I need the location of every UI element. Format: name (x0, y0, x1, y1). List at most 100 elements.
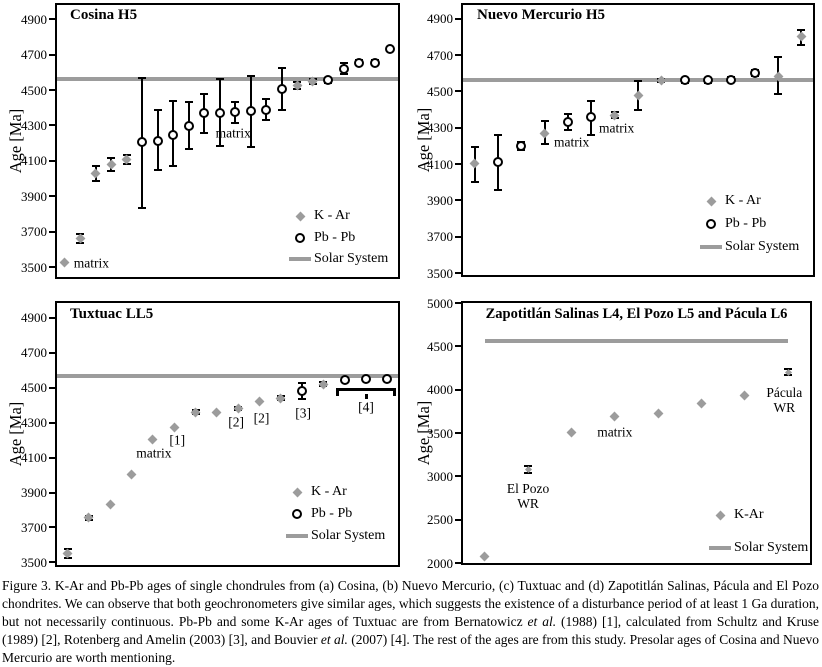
error-bar-cap (797, 28, 806, 31)
legend-pb-pb-marker (295, 232, 305, 243)
plot-border (461, 301, 812, 565)
y-axis-tick (455, 235, 461, 238)
group-bracket (335, 387, 397, 396)
y-axis-tick (455, 199, 461, 202)
legend-label: Pb - Pb (314, 229, 356, 245)
error-bar-cap (587, 100, 596, 103)
legend-label: K-Ar (734, 507, 764, 522)
error-bar-cap (91, 165, 100, 168)
caption-run: Figure 3. K-Ar and Pb-Pb ages of single … (2, 578, 819, 629)
pb-pb-point (703, 75, 713, 86)
error-bar-cap (200, 131, 209, 134)
error-bar-cap (153, 168, 162, 171)
y-axis-tick (455, 388, 461, 391)
pb-pb-point (749, 68, 760, 79)
y-axis-tick-label: 2500 (427, 512, 453, 528)
panel-title: Tuxtuac LL5 (70, 306, 154, 322)
pb-pb-point (199, 108, 210, 119)
legend-pb-pb-marker (706, 219, 716, 229)
y-axis-tick-label: 2000 (427, 555, 453, 571)
error-bar-cap (107, 157, 116, 160)
error-bar-cap (470, 145, 479, 148)
pb-pb-point (183, 121, 194, 132)
legend-solar-system-marker (286, 534, 308, 538)
point-label: matrix (597, 424, 633, 440)
error-bar-cap (494, 134, 502, 136)
pb-pb-point (493, 157, 503, 168)
pb-pb-point (586, 111, 597, 122)
pb-pb-point (385, 44, 396, 55)
error-bar-cap (169, 99, 178, 102)
pb-pb-point (245, 106, 256, 117)
caption-run: (1988) [1], calculated from Schultz and … (2, 614, 819, 647)
y-axis-tick-label: 4100 (21, 450, 47, 466)
error-bar-cap (138, 206, 147, 209)
y-axis-tick-label: 4700 (427, 47, 453, 63)
pb-pb-point (214, 108, 225, 119)
error-bar-cap (184, 101, 193, 104)
error-bar-cap (540, 143, 549, 146)
caption-italic-run: et al. (320, 632, 348, 647)
y-axis-tick-label: 3700 (21, 224, 47, 240)
error-bar-cap (262, 119, 271, 122)
error-bar-cap (339, 62, 348, 65)
y-axis-tick (49, 53, 55, 56)
y-axis-tick-label: 3500 (21, 259, 47, 275)
y-axis-tick-label: 4000 (427, 382, 453, 398)
point-label: [2] (253, 410, 270, 426)
error-bar-cap (262, 97, 271, 100)
legend-label: K - Ar (725, 193, 761, 208)
caption-run: (2007) [4]. The rest of the ages are fro… (2, 632, 819, 665)
point-label: matrix (136, 445, 172, 461)
error-bar-cap (107, 169, 116, 172)
error-bar-cap (298, 398, 307, 401)
y-axis-tick-label: 3700 (21, 519, 47, 535)
y-axis-tick (49, 561, 55, 564)
y-axis-tick (49, 456, 55, 459)
error-bar-cap (200, 93, 209, 96)
y-axis-tick (455, 562, 461, 564)
pb-pb-point (168, 130, 179, 141)
pb-pb-point (354, 57, 365, 68)
y-axis-tick (49, 89, 55, 92)
error-bar-cap (215, 78, 224, 81)
solar-system-line (57, 374, 398, 378)
legend-label: Solar System (311, 528, 386, 543)
error-bar-cap (540, 120, 549, 123)
y-axis-tick (455, 302, 461, 304)
point-label: [3] (295, 405, 311, 421)
y-axis-tick (49, 230, 55, 233)
error-bar-cap (231, 101, 240, 104)
y-axis-tick-label: 4900 (21, 11, 47, 27)
point-label: matrix (215, 125, 251, 141)
y-axis-tick (49, 491, 55, 494)
y-axis-tick-label: 4100 (21, 153, 47, 169)
y-axis-tick-label: 3900 (21, 188, 47, 204)
error-bar-cap (215, 144, 224, 147)
legend-solar-system-marker (700, 245, 722, 249)
error-bar-cap (339, 73, 348, 76)
point-label: [2] (228, 414, 245, 430)
error-bar-cap (774, 93, 782, 96)
y-axis-tick (49, 159, 55, 162)
error-bar-cap (797, 44, 806, 46)
legend-pb-pb-marker (292, 509, 302, 519)
legend-solar-system-marker (709, 546, 731, 550)
y-axis-tick (455, 518, 461, 521)
pb-pb-point (297, 386, 308, 397)
solar-system-line (485, 339, 788, 344)
y-axis-tick-label: 3900 (21, 485, 47, 500)
y-axis-tick-label: 4500 (427, 83, 453, 99)
y-axis-tick-label: 3500 (427, 425, 453, 441)
point-label: matrix (554, 134, 590, 150)
pb-pb-point (276, 84, 287, 95)
error-bar-cap (634, 80, 642, 83)
y-axis-tick-label: 4500 (427, 338, 453, 354)
error-bar-cap (169, 165, 178, 168)
pb-pb-point (679, 75, 690, 86)
solar-system-line (463, 77, 813, 82)
